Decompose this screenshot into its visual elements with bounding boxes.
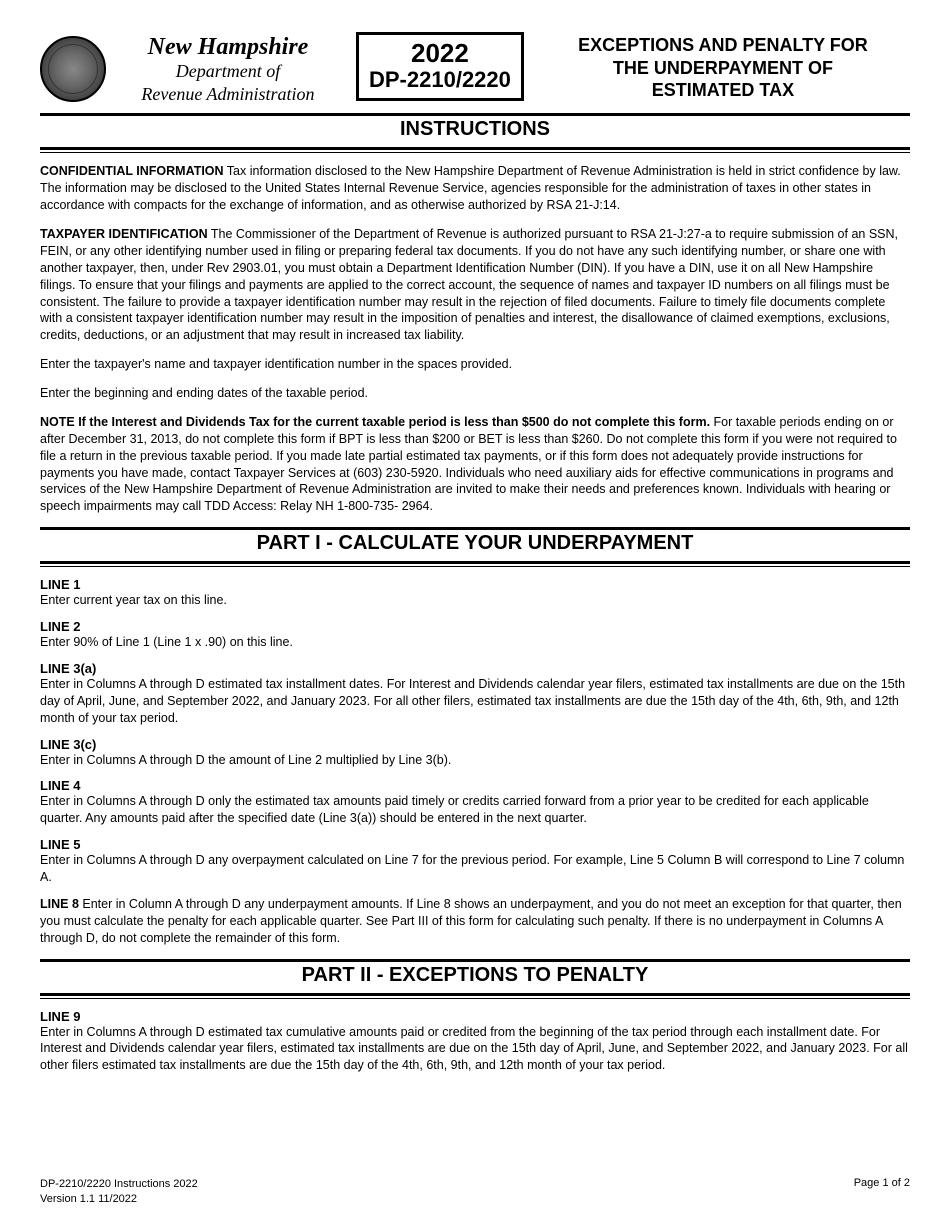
taxpayer-id-paragraph: TAXPAYER IDENTIFICATION The Commissioner… [40, 226, 910, 344]
taxpayer-id-head: TAXPAYER IDENTIFICATION [40, 227, 208, 241]
line-2-body: Enter 90% of Line 1 (Line 1 x .90) on th… [40, 634, 910, 651]
doc-title-line-3: ESTIMATED TAX [536, 79, 910, 102]
line-4-body: Enter in Columns A through D only the es… [40, 793, 910, 827]
form-year: 2022 [369, 39, 511, 68]
part1-heading: PART I - CALCULATE YOUR UNDERPAYMENT [40, 532, 910, 555]
divider [40, 998, 910, 999]
header-row: New Hampshire Department of Revenue Admi… [40, 32, 910, 105]
line-4-head: LINE 4 [40, 778, 910, 793]
divider [40, 959, 910, 962]
instructions-heading: INSTRUCTIONS [40, 118, 910, 141]
doc-title: EXCEPTIONS AND PENALTY FOR THE UNDERPAYM… [536, 32, 910, 102]
footer-left: DP-2210/2220 Instructions 2022 Version 1… [40, 1177, 198, 1206]
dept-line-1: Department of [118, 60, 338, 83]
line-9-body: Enter in Columns A through D estimated t… [40, 1024, 910, 1075]
line-1-body: Enter current year tax on this line. [40, 592, 910, 609]
form-number: DP-2210/2220 [369, 68, 511, 92]
enter-dates-paragraph: Enter the beginning and ending dates of … [40, 385, 910, 402]
line-1-head: LINE 1 [40, 577, 910, 592]
doc-title-line-1: EXCEPTIONS AND PENALTY FOR [536, 34, 910, 57]
part2-heading: PART II - EXCEPTIONS TO PENALTY [40, 964, 910, 987]
footer-form-id: DP-2210/2220 Instructions 2022 [40, 1177, 198, 1191]
divider [40, 152, 910, 153]
divider [40, 147, 910, 150]
state-seal-icon [40, 36, 106, 102]
note-paragraph: NOTE If the Interest and Dividends Tax f… [40, 414, 910, 515]
divider [40, 561, 910, 564]
form-number-box: 2022 DP-2210/2220 [356, 32, 524, 101]
confidential-head: CONFIDENTIAL INFORMATION [40, 164, 224, 178]
line-3c-head: LINE 3(c) [40, 737, 910, 752]
divider [40, 993, 910, 996]
doc-title-line-2: THE UNDERPAYMENT OF [536, 57, 910, 80]
confidential-paragraph: CONFIDENTIAL INFORMATION Tax information… [40, 163, 910, 214]
footer-page-number: Page 1 of 2 [854, 1177, 910, 1206]
divider [40, 527, 910, 530]
footer: DP-2210/2220 Instructions 2022 Version 1… [40, 1177, 910, 1206]
line-8-paragraph: LINE 8 Enter in Column A through D any u… [40, 896, 910, 947]
line-5-body: Enter in Columns A through D any overpay… [40, 852, 910, 886]
line-3c-body: Enter in Columns A through D the amount … [40, 752, 910, 769]
line-3a-body: Enter in Columns A through D estimated t… [40, 676, 910, 727]
enter-name-paragraph: Enter the taxpayer's name and taxpayer i… [40, 356, 910, 373]
note-body: For taxable periods ending on or after D… [40, 415, 897, 513]
divider [40, 113, 910, 116]
taxpayer-id-body: The Commissioner of the Department of Re… [40, 227, 898, 342]
line-8-body: Enter in Column A through D any underpay… [40, 897, 902, 945]
dept-line-2: Revenue Administration [118, 83, 338, 106]
state-block: New Hampshire Department of Revenue Admi… [118, 32, 338, 105]
state-name: New Hampshire [118, 34, 338, 60]
note-head: NOTE If the Interest and Dividends Tax f… [40, 415, 710, 429]
line-2-head: LINE 2 [40, 619, 910, 634]
footer-version: Version 1.1 11/2022 [40, 1192, 198, 1206]
line-8-head: LINE 8 [40, 897, 79, 911]
divider [40, 566, 910, 567]
line-3a-head: LINE 3(a) [40, 661, 910, 676]
line-9-head: LINE 9 [40, 1009, 910, 1024]
line-5-head: LINE 5 [40, 837, 910, 852]
